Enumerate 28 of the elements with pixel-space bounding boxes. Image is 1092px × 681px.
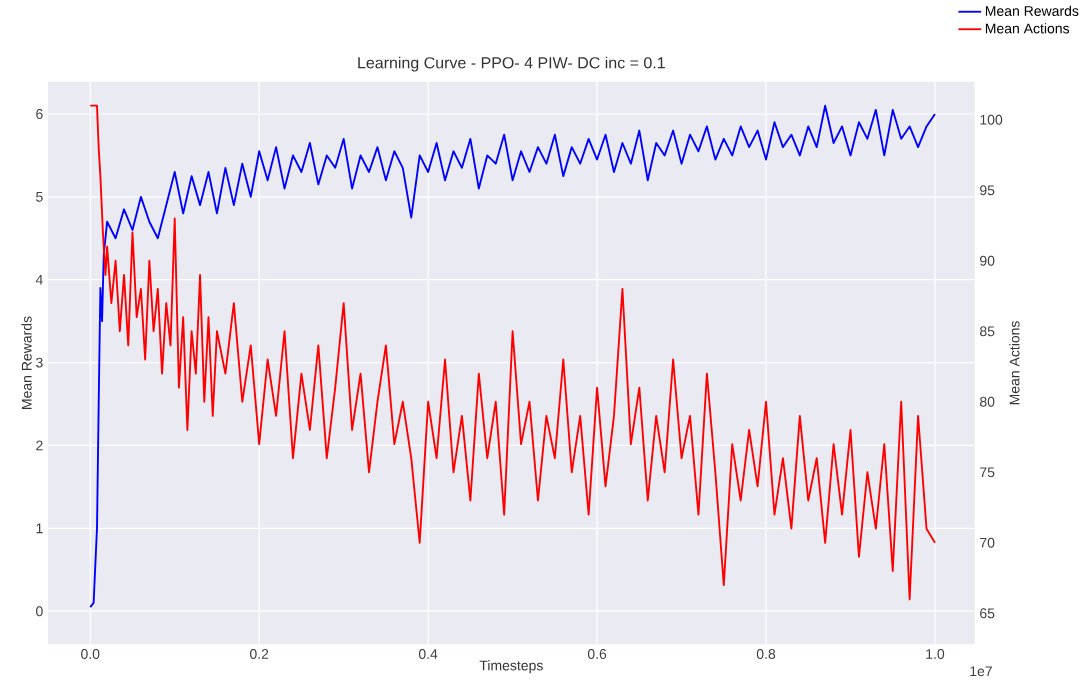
y-tick-label: 4 xyxy=(35,275,43,285)
y-tick-label: 3 xyxy=(36,357,43,368)
x-tick-label: 0.0 xyxy=(81,649,100,660)
y2-axis-title: Mean Actions xyxy=(1009,321,1020,405)
y2-tick-label: 70 xyxy=(980,538,995,548)
y2-tick-label: 90 xyxy=(980,256,995,266)
y-tick-label: 1 xyxy=(36,523,43,534)
legend-label: Mean Rewards xyxy=(985,5,1079,17)
y2-tick-label: 80 xyxy=(980,397,995,407)
y-tick-label: 6 xyxy=(36,109,43,120)
y-tick-label: 5 xyxy=(36,192,43,202)
x-tick-label: 1.0 xyxy=(926,649,945,660)
y2-tick-label: 95 xyxy=(980,185,995,196)
y-tick-label: 2 xyxy=(36,440,43,451)
x-tick-label: 0.2 xyxy=(250,649,269,660)
x-tick-label: 0.6 xyxy=(587,649,607,660)
y2-tick-label: 75 xyxy=(980,467,995,478)
y2-tick-label: 65 xyxy=(980,608,995,619)
legend-label: Mean Actions xyxy=(985,23,1070,34)
x-tick-label: 0.8 xyxy=(756,649,776,660)
y2-tick-label: 85 xyxy=(980,326,995,337)
x-tick-label: 0.4 xyxy=(418,649,438,660)
chart-title: Learning Curve - PPO- 4 PIW- DC inc = 0.1 xyxy=(358,56,665,72)
y2-tick-label: 100 xyxy=(980,115,1003,125)
text: 1e7 xyxy=(970,666,992,677)
y-tick-label: 0 xyxy=(36,606,43,617)
x-axis-title: Timesteps xyxy=(479,660,543,674)
y-axis-title: Mean Rewards xyxy=(21,316,32,410)
